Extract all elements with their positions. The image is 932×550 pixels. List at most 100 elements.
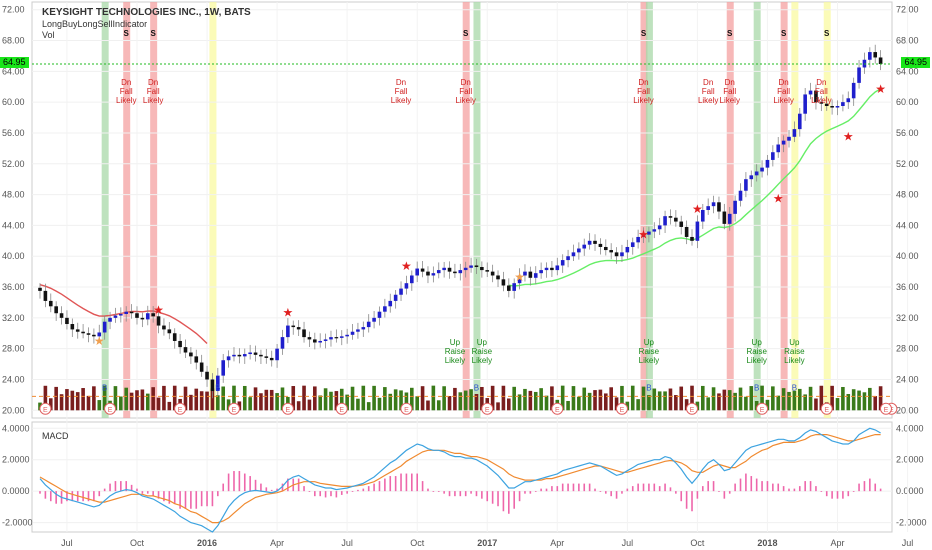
- macd-hist-125: [712, 481, 715, 492]
- earnings-marker-9: [615, 402, 628, 415]
- candle-body-11: [97, 332, 102, 337]
- price-tick-left-6: 44.00: [2, 220, 25, 230]
- candle-body-107: [614, 252, 619, 257]
- macd-hist-49: [303, 486, 305, 492]
- volume-bar-105: [603, 393, 608, 411]
- volume-bar-51: [313, 386, 317, 411]
- volume-bar-30: [199, 391, 204, 411]
- volume-bar-92: [533, 391, 538, 411]
- signal-star-8: ★: [843, 130, 854, 144]
- candle-body-30: [199, 362, 204, 372]
- macd-hist-153: [863, 481, 866, 492]
- buy-label-5: B: [792, 383, 797, 392]
- macd-hist-26: [179, 491, 181, 509]
- volume-bar-138: [781, 388, 786, 411]
- up-annotation-4-2: Likely: [784, 356, 804, 365]
- dn-annotation-4-0: Dn: [638, 78, 648, 87]
- candle-body-149: [841, 102, 845, 106]
- macd-hist-44: [276, 488, 278, 492]
- candle-body-155: [873, 52, 878, 58]
- price-tick-left-2: 28.00: [2, 344, 25, 354]
- volume-bar-76: [447, 396, 452, 411]
- macd-hist-19: [141, 491, 144, 494]
- candle-body-127: [722, 211, 727, 224]
- candle-body-16: [124, 311, 129, 314]
- volume-bar-60: [361, 385, 366, 411]
- volume-bar-43: [269, 389, 274, 411]
- volume-bar-118: [674, 395, 678, 411]
- candle-body-42: [264, 356, 269, 358]
- volume-bar-68: [404, 392, 409, 411]
- candle-body-65: [388, 300, 393, 307]
- macd-hist-50: [308, 491, 311, 492]
- volume-bar-121: [690, 385, 694, 411]
- price-tick-left-11: 64.00: [2, 66, 25, 76]
- candle-body-151: [851, 82, 856, 99]
- signal-band-4: [462, 2, 470, 418]
- signal-band-12: [823, 2, 831, 418]
- candle-body-54: [329, 337, 333, 340]
- candle-body-64: [383, 306, 387, 312]
- volume-bar-21: [151, 387, 155, 411]
- earnings-label-7: E: [485, 407, 490, 414]
- candle-body-36: [232, 354, 236, 357]
- candle-body-139: [787, 136, 791, 141]
- volume-bar-103: [593, 390, 597, 411]
- volume-bar-97: [560, 385, 565, 411]
- macd-hist-79: [464, 491, 467, 497]
- volume-bar-131: [744, 396, 748, 411]
- dn-annotation-6-1: Fall: [723, 87, 736, 96]
- candle-body-105: [603, 246, 608, 251]
- macd-tick-left-3: 4.0000: [2, 423, 30, 433]
- up-annotation-3-2: Likely: [746, 356, 766, 365]
- macd-hist-156: [879, 488, 882, 492]
- macd-hist-67: [400, 473, 402, 492]
- volume-bar-49: [302, 385, 306, 411]
- macd-hist-71: [421, 481, 424, 492]
- volume-bar-87: [507, 398, 511, 411]
- volume-bar-15: [119, 396, 123, 411]
- macd-hist-142: [804, 481, 806, 492]
- dn-annotation-4-2: Likely: [633, 96, 653, 105]
- macd-hist-149: [842, 491, 844, 499]
- volume-bar-32: [210, 388, 215, 411]
- volume-bar-58: [350, 386, 355, 411]
- signal-band-9: [753, 2, 761, 418]
- up-annotation-2-0: Up: [644, 338, 655, 347]
- signal-band-8: [726, 2, 734, 418]
- candle-body-103: [593, 240, 597, 244]
- macd-hist-27: [184, 491, 187, 509]
- earnings-marker-5: [335, 402, 348, 415]
- candle-body-135: [765, 159, 770, 168]
- macd-hist-124: [707, 481, 709, 492]
- candle-body-63: [377, 311, 382, 318]
- candle-body-141: [797, 113, 802, 130]
- volume-bar-89: [517, 394, 522, 411]
- candle-body-1: [43, 290, 48, 301]
- price-tick-left-8: 52.00: [2, 159, 25, 169]
- volume-bar-20: [145, 393, 150, 411]
- signal-band-0: [101, 2, 109, 418]
- candle-body-10: [92, 334, 96, 337]
- candle-body-93: [539, 270, 543, 274]
- volume-bar-66: [393, 389, 398, 411]
- signal-band-5: [473, 2, 481, 418]
- signal-star-5: ★: [638, 228, 649, 242]
- indicator-name: LongBuyLongSellIndicator: [42, 19, 148, 29]
- macd-hist-84: [491, 491, 494, 504]
- earnings-marker-7: [481, 402, 494, 415]
- volume-bar-74: [436, 400, 441, 411]
- macd-hist-115: [658, 486, 661, 492]
- macd-hist-8: [82, 491, 84, 502]
- macd-hist-144: [815, 486, 817, 492]
- candle-body-78: [458, 270, 463, 274]
- candle-body-47: [291, 325, 296, 328]
- volume-bar-17: [129, 392, 134, 411]
- candle-body-137: [776, 144, 781, 153]
- volume-bar-120: [684, 399, 689, 411]
- volume-bar-128: [727, 390, 732, 411]
- candle-body-33: [216, 375, 220, 392]
- signal-band-11: [791, 2, 799, 418]
- candle-body-131: [744, 179, 748, 191]
- candle-body-70: [415, 268, 419, 276]
